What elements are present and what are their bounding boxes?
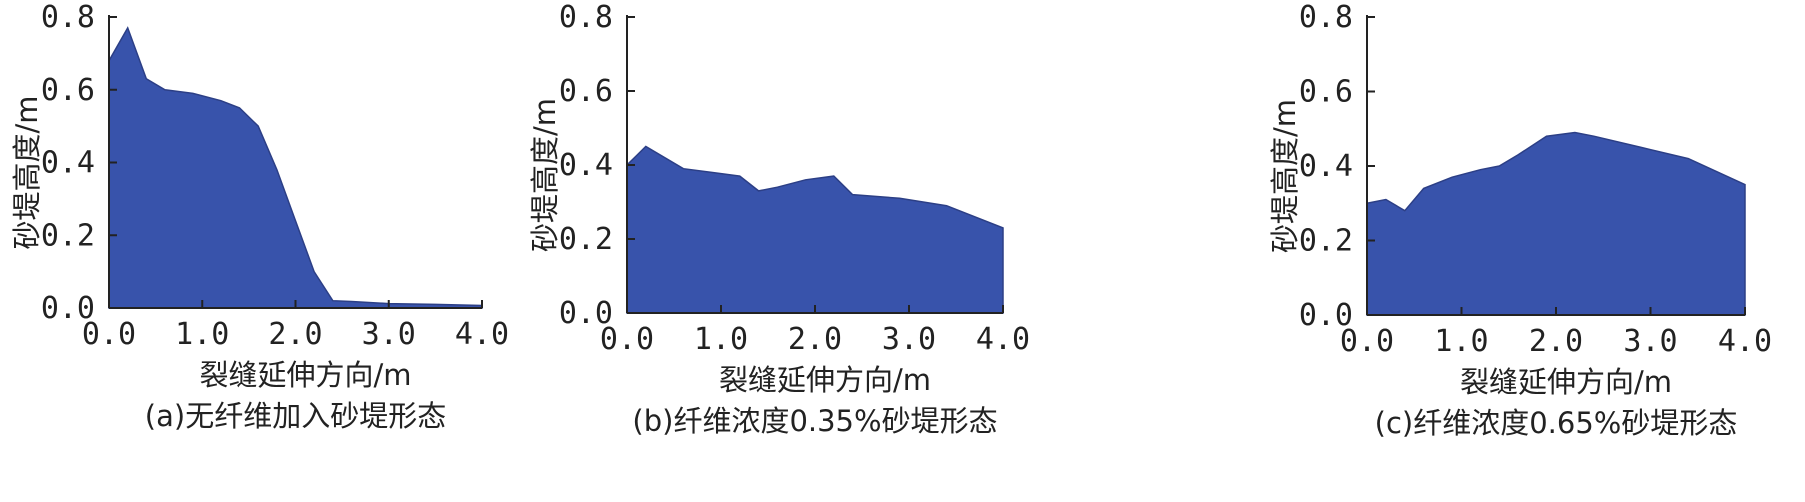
- x-tick-label: 0.0: [82, 317, 136, 352]
- y-tick-label: 0.4: [559, 148, 613, 183]
- x-tick-label: 0.0: [1340, 324, 1394, 359]
- y-tick-label: 0.6: [1299, 75, 1353, 110]
- x-axis-title: 裂缝延伸方向/m: [199, 358, 411, 392]
- y-tick-label: 0.2: [41, 218, 95, 253]
- chart-panel-b: 0.0 0.2 0.4 0.6 0.8 0.0 1.0 2.0 3.0 4.0 裂缝延伸方向/m 砂堤…: [528, 0, 1200, 502]
- y-tick-label: 0.2: [559, 222, 613, 257]
- y-axis-title: 砂堤高度/m: [10, 95, 44, 249]
- y-axis-title: 砂堤高度/m: [1268, 99, 1302, 253]
- x-tick-label: 3.0: [882, 322, 936, 357]
- panel-caption: (b)纤维浓度0.35%砂堤形态: [632, 404, 997, 438]
- x-tick-label: 1.0: [175, 317, 229, 352]
- y-tick-label: 0.8: [559, 0, 613, 35]
- chart-svg-b: 0.0 0.2 0.4 0.6 0.8 0.0 1.0 2.0 3.0 4.0 裂缝延伸方向/m 砂堤…: [528, 0, 1030, 438]
- x-tick-label: 1.0: [1434, 324, 1488, 359]
- area-series-c: [1366, 131, 1746, 316]
- y-tick-label: 0.4: [41, 146, 95, 181]
- y-tick-label: 0.8: [1299, 0, 1353, 35]
- chart-svg-c: 0.0 0.2 0.4 0.6 0.8 0.0 1.0 2.0 3.0 4.0 裂缝延伸方向/m 砂堤…: [1268, 0, 1772, 440]
- y-tick-label: 0.6: [559, 74, 613, 109]
- chart-svg-a: 0.0 0.2 0.4 0.6 0.8 0.0 1.0 2.0 3.0 4.0 裂缝延伸方向/m 砂堤…: [10, 0, 509, 433]
- x-tick-label: 2.0: [788, 322, 842, 357]
- x-tick-label: 4.0: [1718, 324, 1772, 359]
- y-tick-label: 0.0: [559, 296, 613, 331]
- panel-caption: (c)纤维浓度0.65%砂堤形态: [1375, 406, 1738, 440]
- y-tick-label: 0.4: [1299, 149, 1353, 184]
- y-axis-title: 砂堤高度/m: [528, 98, 562, 252]
- y-tick-label: 0.2: [1299, 224, 1353, 259]
- x-axis-title: 裂缝延伸方向/m: [1460, 365, 1672, 399]
- x-tick-label: 2.0: [268, 317, 322, 352]
- chart-panel-a: 0.0 0.2 0.4 0.6 0.8 0.0 1.0 2.0 3.0 4.0 裂缝延伸方向/m 砂堤…: [0, 0, 600, 502]
- area-series-b: [626, 145, 1004, 314]
- x-tick-label: 2.0: [1529, 324, 1583, 359]
- x-tick-label: 4.0: [455, 317, 509, 352]
- y-tick-label: 0.0: [41, 291, 95, 326]
- y-tick-label: 0.8: [41, 0, 95, 35]
- panel-caption: (a)无纤维加入砂堤形态: [145, 399, 446, 433]
- x-tick-label: 3.0: [1623, 324, 1677, 359]
- y-tick-label: 0.6: [41, 73, 95, 108]
- x-tick-label: 1.0: [694, 322, 748, 357]
- x-axis-title: 裂缝延伸方向/m: [719, 363, 931, 397]
- chart-panel-c: 0.0 0.2 0.4 0.6 0.8 0.0 1.0 2.0 3.0 4.0 裂缝延伸方向/m 砂堤…: [1200, 0, 1800, 502]
- x-tick-label: 4.0: [976, 322, 1030, 357]
- x-tick-label: 0.0: [600, 322, 654, 357]
- x-tick-label: 3.0: [362, 317, 416, 352]
- y-tick-label: 0.0: [1299, 298, 1353, 333]
- area-series-a: [108, 26, 483, 309]
